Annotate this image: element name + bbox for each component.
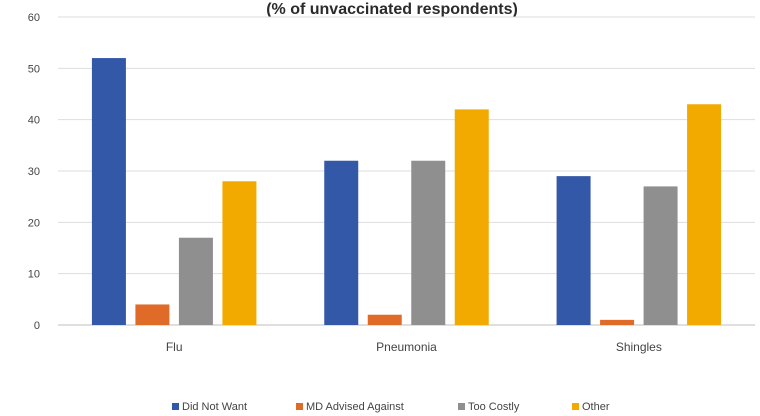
bars [91, 58, 722, 326]
bar-shingles-other [687, 104, 722, 326]
x-category-label: Shingles [616, 340, 662, 354]
y-tick-label: 50 [28, 63, 40, 75]
legend-item: Other [572, 401, 610, 413]
legend-swatch [572, 403, 579, 410]
bar-flu-other [222, 181, 257, 325]
bar-flu-md-advised-against [135, 304, 170, 325]
y-tick-label: 20 [28, 217, 40, 229]
legend: Did Not Want MD Advised Against Too Costly… [172, 401, 610, 413]
legend-label: MD Advised Against [306, 401, 404, 413]
legend-swatch [172, 403, 179, 410]
legend-label: Too Costly [468, 401, 520, 413]
y-axis-ticks: 0 10 20 30 40 50 60 [28, 12, 40, 332]
y-tick-label: 10 [28, 269, 40, 281]
grid-lines [58, 16, 755, 326]
x-category-label: Flu [166, 340, 183, 354]
bar-flu-too-costly [178, 237, 213, 325]
legend-label: Did Not Want [182, 401, 247, 413]
bar-shingles-md-advised-against [600, 319, 635, 325]
bar-pneumonia-other [454, 109, 489, 326]
bar-pneumonia-md-advised-against [367, 314, 402, 325]
legend-item: MD Advised Against [296, 401, 404, 413]
y-tick-label: 40 [28, 115, 40, 127]
bar-pneumonia-too-costly [411, 160, 446, 325]
x-axis-categories: Flu Pneumonia Shingles [166, 340, 662, 354]
y-tick-label: 0 [34, 320, 40, 332]
bar-shingles-too-costly [643, 186, 678, 325]
chart-title: (% of unvaccinated respondents) [266, 1, 518, 18]
legend-swatch [296, 403, 303, 410]
legend-label: Other [582, 401, 610, 413]
y-tick-label: 30 [28, 166, 40, 178]
bar-shingles-did-not-want [556, 176, 591, 325]
legend-item: Did Not Want [172, 401, 247, 413]
bar-pneumonia-did-not-want [324, 160, 359, 325]
y-tick-label: 60 [28, 12, 40, 24]
bar-flu-did-not-want [91, 58, 126, 326]
x-category-label: Pneumonia [376, 340, 437, 354]
legend-swatch [458, 403, 465, 410]
legend-item: Too Costly [458, 401, 520, 413]
